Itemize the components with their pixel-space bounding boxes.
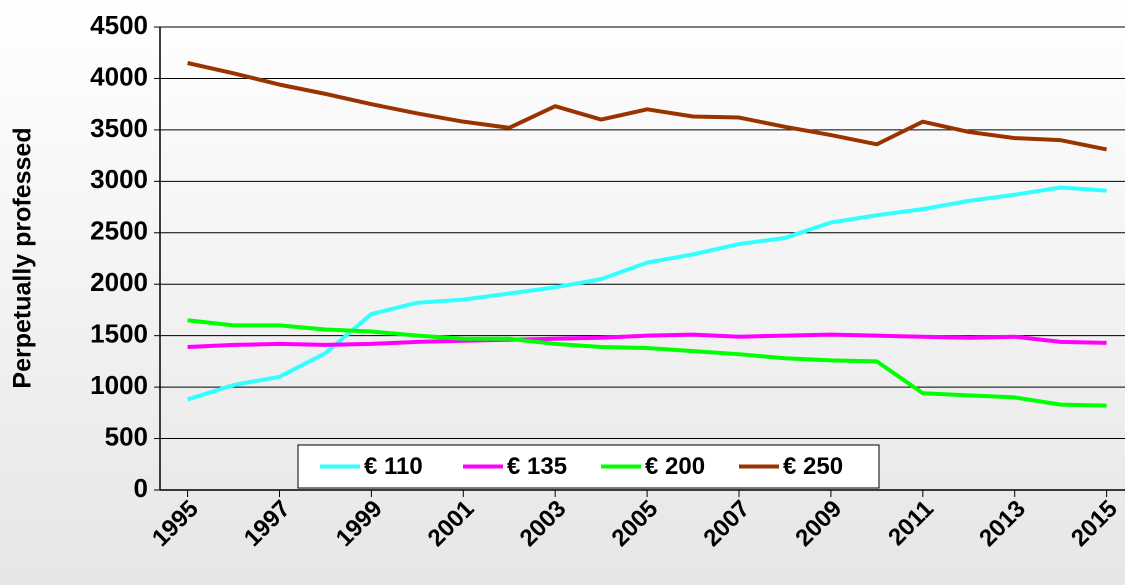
x-tick-label: 2007 xyxy=(698,495,755,552)
series-line xyxy=(187,332,1107,349)
y-tick-label: 0 xyxy=(134,473,148,503)
x-tick-label: 2011 xyxy=(883,495,939,551)
legend-label: € 200 xyxy=(645,453,705,480)
legend-box xyxy=(297,444,880,489)
y-tick-label: 2000 xyxy=(90,267,148,297)
x-tick-label: 1997 xyxy=(239,495,296,552)
x-tick-label: 2009 xyxy=(790,495,847,552)
legend-label: € 250 xyxy=(783,453,843,480)
series-line xyxy=(187,318,1107,408)
x-tick-label: 1999 xyxy=(331,495,388,552)
y-tick-label: 4500 xyxy=(90,10,148,40)
x-tick-label: 2015 xyxy=(1066,495,1123,552)
y-tick-label: 3500 xyxy=(90,113,148,143)
y-tick-label: 1500 xyxy=(90,319,148,349)
x-tick-label: 2001 xyxy=(423,495,480,552)
series-line xyxy=(187,61,1108,152)
y-tick-label: 1000 xyxy=(90,370,148,400)
x-tick-label: 2003 xyxy=(515,495,572,552)
series-line xyxy=(186,185,1107,402)
x-tick-label: 2005 xyxy=(606,495,663,552)
y-tick-label: 500 xyxy=(105,421,148,451)
legend: € 110 € 135 € 200 € 250 xyxy=(297,444,880,489)
y-tick-label: 3000 xyxy=(90,164,148,194)
y-tick-label: 2500 xyxy=(90,216,148,246)
legend-label: € 135 xyxy=(507,453,567,480)
x-tick-label: 2013 xyxy=(974,495,1031,552)
y-axis-label: Perpetually professed xyxy=(9,127,37,388)
x-tick-label: 1995 xyxy=(147,495,204,552)
y-tick-label: 4000 xyxy=(90,61,148,91)
legend-label: € 110 xyxy=(364,453,423,480)
